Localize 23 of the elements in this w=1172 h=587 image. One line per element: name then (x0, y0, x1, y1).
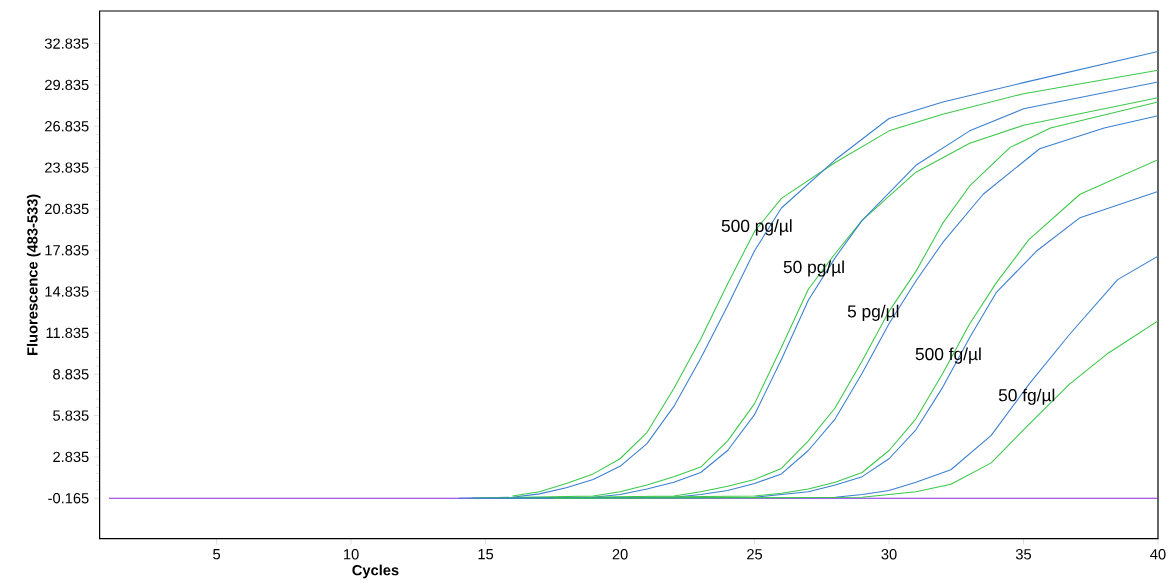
y-tick-label: 14.835 (45, 286, 89, 297)
y-tick-label: 23.835 (45, 162, 89, 173)
y-tick-label: 20.835 (45, 203, 89, 215)
y-tick-label: 17.835 (45, 245, 89, 256)
x-tick-label: 30 (881, 549, 897, 560)
x-tick-label: 5 (213, 549, 221, 560)
y-tick-label: 2.835 (53, 451, 89, 463)
x-tick-label: 15 (478, 549, 494, 560)
y-tick-label: 5.835 (53, 410, 89, 421)
x-tick-label: 35 (1015, 549, 1032, 560)
y-tick-label: 8.835 (53, 369, 89, 380)
y-tick-label: 11.835 (46, 327, 89, 339)
x-tick-label: 20 (612, 549, 628, 560)
x-axis-title: Cycles (352, 564, 399, 579)
y-tick-label: 29.835 (45, 79, 89, 91)
x-tick-label: 40 (1150, 549, 1166, 560)
x-tick-label: 10 (344, 549, 359, 560)
x-tick-label: 25 (747, 549, 763, 560)
annotation: 50 fg/µl (998, 388, 1055, 405)
y-tick-label: -0.165 (48, 493, 89, 504)
y-axis-title: Fluorescence (483-533) (26, 194, 41, 356)
y-tick-label: 32.835 (44, 38, 89, 49)
y-tick-label: 26.835 (45, 121, 89, 132)
